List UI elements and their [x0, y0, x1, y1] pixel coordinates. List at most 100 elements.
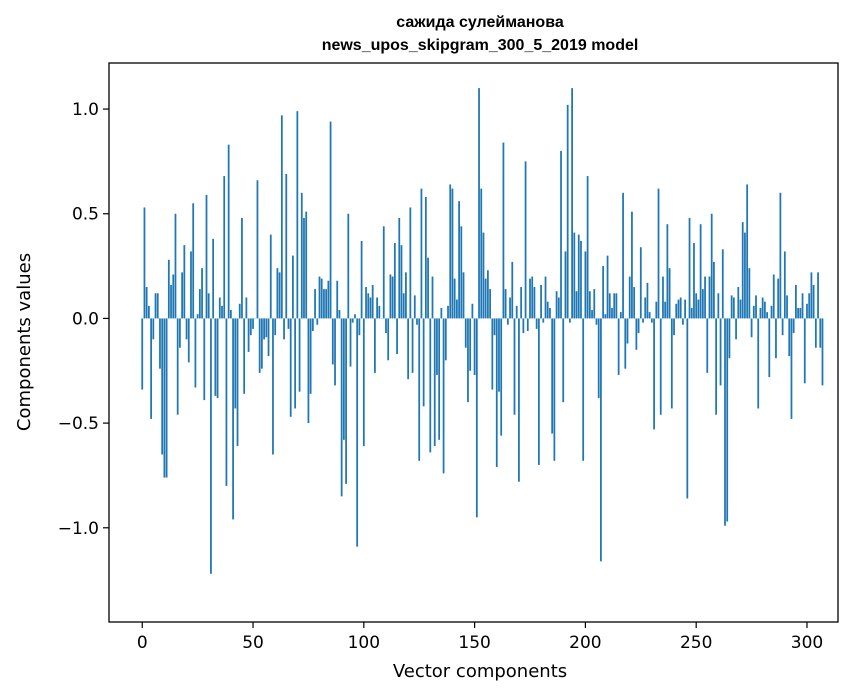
bar-212 [611, 307, 613, 319]
bar-47 [245, 297, 248, 319]
bar-29 [205, 194, 208, 319]
bar-179 [537, 318, 540, 465]
bar-197 [577, 234, 580, 319]
bar-190 [562, 318, 565, 403]
bar-45 [241, 217, 243, 319]
bar-121 [409, 207, 412, 319]
bar-254 [704, 276, 706, 319]
bar-49 [249, 318, 252, 336]
bar-52 [256, 180, 259, 319]
bar-157 [489, 289, 491, 319]
bar-53 [258, 318, 261, 373]
bar-123 [413, 295, 416, 319]
y-tick-label: −0.5 [58, 414, 99, 434]
bar-178 [535, 318, 538, 329]
bar-267 [732, 297, 735, 319]
bar-158 [491, 318, 494, 390]
bar-222 [633, 287, 636, 319]
bar-256 [708, 276, 711, 319]
bar-98 [358, 318, 361, 336]
x-tick-label: 150 [458, 633, 490, 653]
bar-275 [750, 318, 753, 338]
bar-78 [314, 289, 316, 319]
bar-72 [300, 192, 303, 319]
bar-188 [557, 297, 560, 319]
bar-296 [797, 307, 799, 319]
x-tick-label: 100 [348, 633, 380, 653]
bar-248 [690, 307, 693, 319]
bar-63 [280, 115, 283, 319]
bar-245 [684, 299, 686, 319]
bar-290 [783, 251, 786, 319]
bar-226 [642, 318, 644, 323]
bar-217 [622, 192, 624, 319]
bar-240 [673, 318, 675, 336]
bar-141 [453, 278, 456, 319]
bar-281 [763, 301, 766, 319]
bar-215 [617, 318, 620, 375]
bar-60 [274, 318, 277, 336]
bar-14 [172, 274, 175, 319]
bar-181 [542, 318, 545, 323]
bar-223 [635, 318, 638, 350]
bar-284 [770, 305, 773, 319]
bar-143 [458, 201, 460, 319]
bar-104 [371, 284, 374, 319]
bar-176 [531, 276, 534, 319]
bar-201 [586, 176, 589, 319]
bar-131 [431, 276, 434, 319]
bar-203 [591, 310, 593, 319]
bar-114 [393, 243, 396, 319]
bar-3 [148, 305, 150, 319]
bar-76 [309, 318, 312, 394]
bar-125 [418, 318, 421, 461]
bar-233 [657, 188, 660, 319]
bar-299 [803, 318, 806, 384]
bar-74 [305, 211, 308, 319]
bar-117 [400, 245, 403, 319]
bar-147 [467, 318, 469, 403]
bar-91 [342, 318, 345, 440]
bar-236 [664, 301, 667, 319]
bar-297 [799, 307, 802, 319]
bar-4 [150, 318, 152, 419]
bar-series [141, 88, 824, 574]
bar-1 [143, 207, 146, 319]
bar-105 [374, 318, 376, 373]
bar-97 [356, 318, 359, 547]
bar-23 [192, 203, 195, 319]
bar-168 [513, 318, 516, 415]
bar-79 [316, 318, 319, 325]
bar-124 [416, 318, 418, 325]
x-tick-label: 200 [569, 633, 601, 653]
bar-224 [637, 318, 640, 334]
bar-172 [522, 318, 525, 334]
bar-262 [721, 249, 724, 319]
bar-149 [471, 303, 474, 319]
bar-50 [252, 318, 254, 329]
bar-144 [460, 226, 463, 319]
bar-40 [229, 310, 232, 319]
bar-39 [227, 144, 230, 319]
bar-269 [737, 287, 740, 319]
bar-194 [571, 88, 573, 319]
bar-69 [294, 318, 297, 409]
bar-291 [786, 295, 788, 319]
bar-289 [781, 318, 784, 336]
bar-277 [755, 295, 757, 319]
bar-244 [682, 318, 684, 325]
bar-83 [325, 289, 328, 319]
bar-225 [639, 247, 642, 319]
bar-230 [650, 318, 653, 323]
bar-237 [666, 224, 669, 319]
bar-100 [362, 318, 365, 447]
bar-101 [365, 287, 367, 319]
bar-165 [506, 318, 509, 325]
bar-5 [152, 318, 155, 340]
bar-132 [433, 318, 436, 447]
bar-211 [608, 293, 611, 319]
bar-31 [210, 318, 212, 574]
bar-41 [232, 318, 234, 520]
y-axis-label: Components values [14, 253, 35, 431]
bar-0 [141, 318, 144, 390]
